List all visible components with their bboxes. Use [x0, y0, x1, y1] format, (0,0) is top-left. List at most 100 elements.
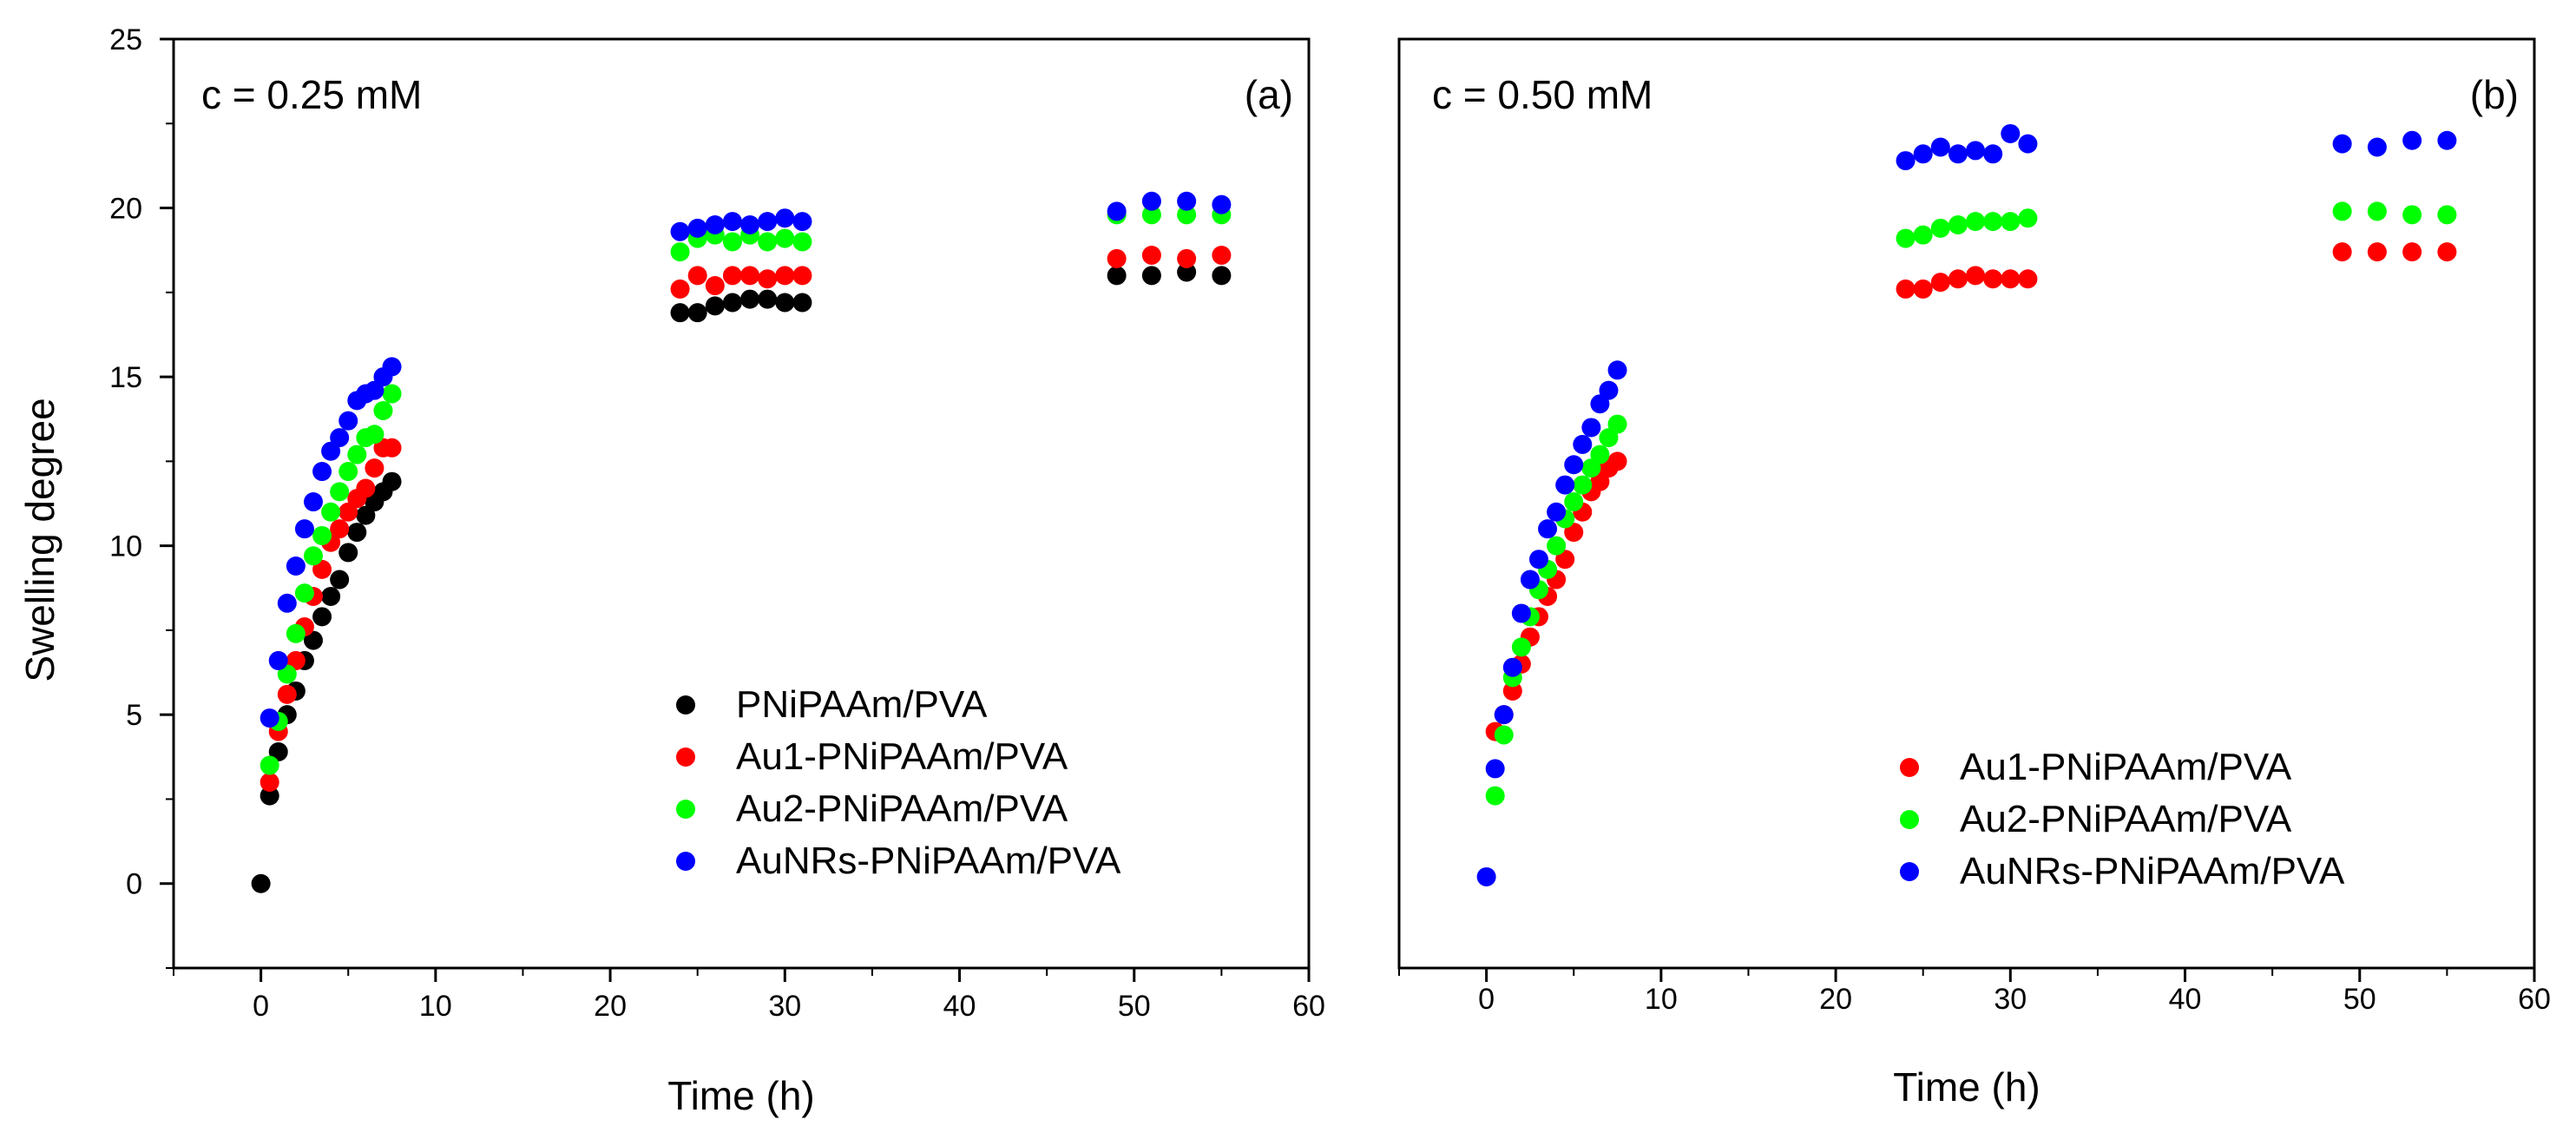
data-point-aunrs-pnipaam-pva: [1599, 380, 1619, 400]
data-point-aunrs-pnipaam-pva: [1177, 191, 1197, 211]
data-point-pnipaam-pva: [758, 289, 778, 309]
data-point-au2-pnipaam-pva: [1564, 492, 1584, 512]
axis-ticks: 0 10 20 30 40 50 60 0 5 10 15 20 25: [109, 23, 1325, 1023]
y-tick-label: 15: [109, 361, 142, 394]
data-point-aunrs-pnipaam-pva: [365, 380, 384, 400]
x-tick-label: 20: [1819, 983, 1852, 1016]
axis-ticks: 0 10 20 30 40 50 60: [1398, 968, 2551, 1016]
data-point-aunrs-pnipaam-pva: [1573, 434, 1593, 454]
data-point-aunrs-pnipaam-pva: [722, 212, 742, 232]
data-point-au1-pnipaam-pva: [330, 519, 350, 539]
data-point-au2-pnipaam-pva: [792, 232, 812, 252]
data-point-aunrs-pnipaam-pva: [1520, 570, 1540, 589]
data-point-au1-pnipaam-pva: [2437, 242, 2457, 262]
data-point-au2-pnipaam-pva: [670, 242, 690, 262]
data-point-au2-pnipaam-pva: [2437, 205, 2457, 225]
x-tick-label: 40: [2169, 983, 2202, 1016]
data-point-au2-pnipaam-pva: [2367, 201, 2387, 221]
y-axis-title: Swelling degree: [17, 398, 62, 682]
legend-marker-aunrs-pnipaam-pva: [1900, 862, 1919, 881]
data-point-aunrs-pnipaam-pva: [1913, 144, 1933, 164]
data-point-aunrs-pnipaam-pva: [1141, 191, 1161, 211]
data-point-au2-pnipaam-pva: [277, 664, 297, 684]
data-point-pnipaam-pva: [260, 786, 279, 806]
data-point-pnipaam-pva: [1107, 266, 1127, 286]
data-point-au1-pnipaam-pva: [1966, 266, 1986, 286]
data-point-au1-pnipaam-pva: [740, 266, 760, 286]
x-tick-label: 20: [594, 990, 627, 1023]
data-point-au2-pnipaam-pva: [1948, 215, 1968, 234]
data-point-aunrs-pnipaam-pva: [1494, 705, 1514, 725]
x-tick-label: 30: [768, 990, 801, 1023]
data-point-au2-pnipaam-pva: [1485, 786, 1505, 806]
data-point-aunrs-pnipaam-pva: [1564, 455, 1584, 475]
data-point-pnipaam-pva: [312, 607, 332, 627]
data-point-aunrs-pnipaam-pva: [2001, 123, 2021, 143]
data-point-au1-pnipaam-pva: [1107, 248, 1127, 268]
data-point-aunrs-pnipaam-pva: [312, 462, 332, 482]
data-point-au1-pnipaam-pva: [1913, 279, 1933, 299]
data-point-pnipaam-pva: [268, 741, 288, 761]
data-point-au1-pnipaam-pva: [1212, 246, 1232, 266]
data-point-aunrs-pnipaam-pva: [1547, 502, 1567, 522]
data-point-aunrs-pnipaam-pva: [1590, 394, 1610, 414]
data-point-au1-pnipaam-pva: [338, 502, 358, 522]
data-point-aunrs-pnipaam-pva: [1528, 550, 1548, 570]
data-point-pnipaam-pva: [321, 587, 341, 606]
legend-label-pnipaam-pva: PNiPAAm/PVA: [736, 683, 988, 726]
data-point-au1-pnipaam-pva: [1896, 279, 1916, 299]
data-point-au1-pnipaam-pva: [775, 266, 795, 286]
data-point-pnipaam-pva: [792, 293, 812, 313]
data-point-au2-pnipaam-pva: [1607, 414, 1627, 434]
data-point-aunrs-pnipaam-pva: [705, 215, 725, 234]
x-tick-label: 10: [419, 990, 452, 1023]
data-point-aunrs-pnipaam-pva: [1948, 144, 1968, 164]
data-point-aunrs-pnipaam-pva: [1966, 141, 1986, 161]
legend-marker-au2-pnipaam-pva: [1900, 810, 1919, 829]
legend-marker-aunrs-pnipaam-pva: [676, 852, 695, 871]
y-tick-label: 10: [109, 530, 142, 563]
data-point-au1-pnipaam-pva: [722, 266, 742, 286]
data-point-aunrs-pnipaam-pva: [1538, 519, 1558, 539]
data-point-au1-pnipaam-pva: [1983, 269, 2003, 289]
panel-annotation: c = 0.25 mM: [201, 72, 422, 117]
data-point-au2-pnipaam-pva: [2001, 212, 2021, 232]
plot-frame: [172, 37, 1311, 970]
x-tick-label: 50: [1118, 990, 1151, 1023]
legend-label-au1-pnipaam-pva: Au1-PNiPAAm/PVA: [1960, 746, 2292, 788]
data-point-aunrs-pnipaam-pva: [338, 411, 358, 431]
data-point-aunrs-pnipaam-pva: [1485, 759, 1505, 779]
data-point-au2-pnipaam-pva: [373, 401, 393, 420]
legend: PNiPAAm/PVA Au1-PNiPAAm/PVA Au2-PNiPAAm/PV…: [676, 683, 1121, 882]
x-tick-label: 0: [1478, 983, 1495, 1016]
data-point-aunrs-pnipaam-pva: [294, 519, 314, 539]
data-point-au1-pnipaam-pva: [792, 266, 812, 286]
data-point-au1-pnipaam-pva: [1555, 550, 1575, 570]
data-point-au1-pnipaam-pva: [2402, 242, 2422, 262]
data-point-au1-pnipaam-pva: [1930, 273, 1950, 293]
panel-a: c = 0.25 mM (a) Time (h) 0 10 20 30 40 50 60 0 5…: [109, 23, 1325, 1118]
data-point-pnipaam-pva: [338, 543, 358, 563]
data-point-pnipaam-pva: [1177, 262, 1197, 282]
data-point-au2-pnipaam-pva: [1966, 212, 1986, 232]
data-point-aunrs-pnipaam-pva: [1555, 475, 1575, 495]
data-point-aunrs-pnipaam-pva: [1896, 151, 1916, 171]
data-point-pnipaam-pva: [687, 303, 707, 323]
data-point-au2-pnipaam-pva: [1573, 475, 1593, 495]
data-point-aunrs-pnipaam-pva: [260, 708, 279, 728]
data-point-au2-pnipaam-pva: [286, 623, 306, 643]
legend-marker-au1-pnipaam-pva: [676, 748, 695, 767]
data-point-au2-pnipaam-pva: [1141, 205, 1161, 225]
data-point-au2-pnipaam-pva: [2332, 201, 2352, 221]
legend-marker-au1-pnipaam-pva: [1900, 758, 1919, 777]
legend-label-au2-pnipaam-pva: Au2-PNiPAAm/PVA: [736, 787, 1068, 830]
data-point-aunrs-pnipaam-pva: [1476, 866, 1496, 886]
data-point-aunrs-pnipaam-pva: [277, 593, 297, 613]
data-point-au1-pnipaam-pva: [1607, 451, 1627, 471]
data-point-aunrs-pnipaam-pva: [792, 212, 812, 232]
x-tick-label: 50: [2343, 983, 2376, 1016]
data-point-aunrs-pnipaam-pva: [321, 441, 341, 461]
data-point-aunrs-pnipaam-pva: [1983, 144, 2003, 164]
data-point-au1-pnipaam-pva: [356, 478, 376, 498]
data-point-au2-pnipaam-pva: [1590, 445, 1610, 464]
